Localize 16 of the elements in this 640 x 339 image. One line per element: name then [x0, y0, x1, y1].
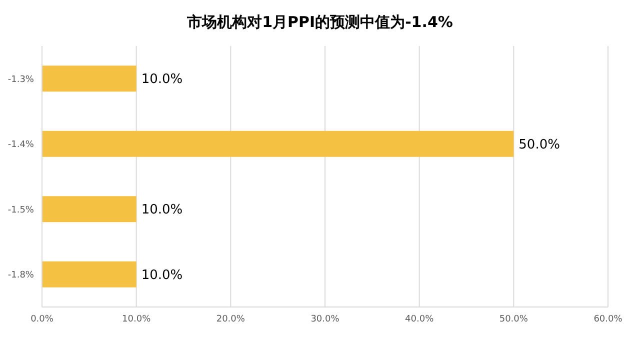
x-tick-label: 60.0% [594, 314, 623, 324]
y-tick-label: -1.5% [8, 205, 34, 216]
y-tick-label: -1.4% [8, 140, 34, 150]
x-tick-label: 10.0% [122, 314, 152, 324]
y-tick-label: -1.8% [8, 270, 34, 281]
data-label: 10.0% [141, 268, 183, 283]
data-label: 10.0% [141, 72, 183, 88]
x-tick-label: 30.0% [310, 314, 340, 324]
x-tick-label: 20.0% [216, 314, 246, 324]
chart-title: 市场机构对1月PPI的预测中值为-1.4% [186, 12, 454, 33]
x-tick-label: 40.0% [405, 314, 434, 324]
x-tick-label: 0.0% [30, 314, 54, 324]
data-label: 10.0% [141, 202, 183, 218]
y-tick-label: -1.3% [8, 74, 34, 85]
x-tick-label: 50.0% [499, 314, 528, 324]
data-label: 50.0% [518, 137, 560, 152]
